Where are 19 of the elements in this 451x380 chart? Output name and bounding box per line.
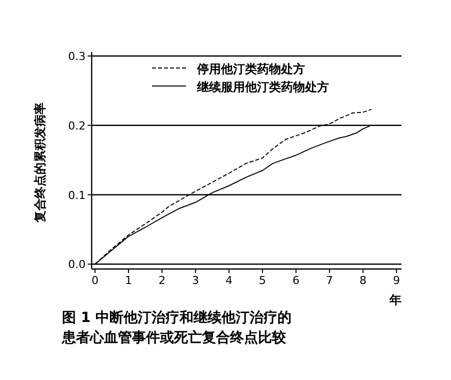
x-tick-label: 5	[259, 274, 266, 287]
y-tick-label: 0.0	[68, 258, 86, 272]
legend-label: 停用他汀类药物处方	[196, 62, 305, 76]
x-tick-label: 4	[226, 274, 232, 287]
y-tick-label: 0.2	[68, 119, 86, 132]
legend-label: 继续服用他汀类药物处方	[196, 80, 329, 94]
x-axis-title: 年	[388, 293, 402, 307]
x-tick-label: 7	[326, 274, 333, 287]
x-tick-label: 0	[92, 274, 98, 287]
x-tick-label: 9	[393, 274, 400, 287]
x-tick-label: 3	[192, 274, 199, 287]
x-tick-label: 6	[292, 274, 300, 287]
x-tick-label: 8	[360, 274, 366, 287]
text: 图 1 中断他汀治疗和继续他汀治疗的患者心血管事件或死亡复合终点比较	[62, 309, 292, 348]
y-tick-label: 0.1	[68, 188, 86, 202]
y-tick-label: 0.3	[68, 50, 86, 63]
y-axis-title: 复合终点的累积发病率	[33, 102, 47, 224]
x-tick-label: 2	[158, 274, 166, 287]
x-tick-label: 1	[125, 274, 132, 287]
